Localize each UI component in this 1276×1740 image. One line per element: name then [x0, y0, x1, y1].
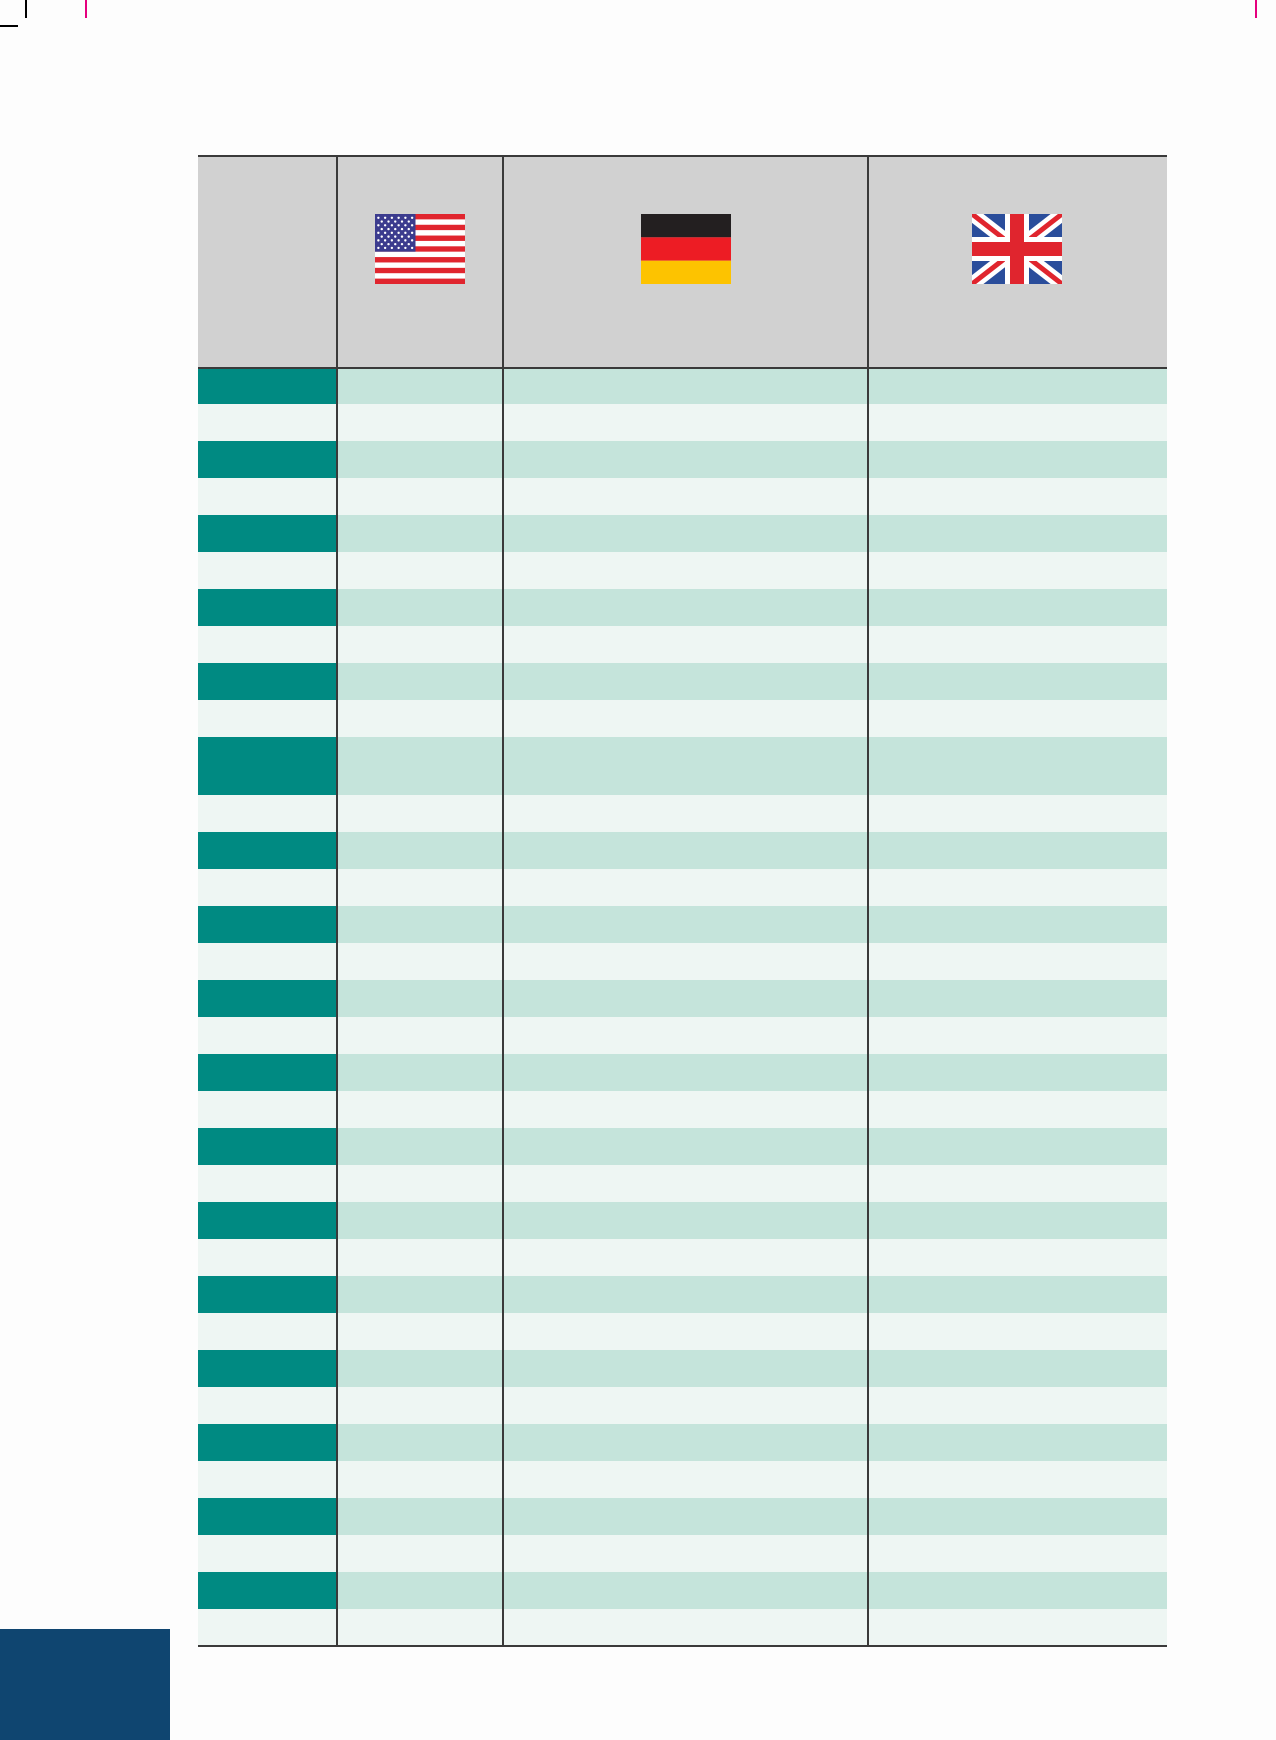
table-row — [337, 795, 1167, 832]
table-row — [337, 1424, 1167, 1461]
row-label-cell — [198, 515, 337, 552]
row-label-cell — [198, 1498, 337, 1535]
row-label-cell — [198, 1572, 337, 1609]
column-divider — [867, 155, 869, 1646]
row-label-cell — [198, 832, 337, 869]
row-label-cell — [198, 367, 337, 404]
row-label-cell — [198, 1276, 337, 1313]
table-row — [337, 1313, 1167, 1350]
table-row — [337, 589, 1167, 626]
row-label-cell — [198, 1350, 337, 1387]
row-label-cell — [198, 1609, 337, 1646]
row-label-cell — [198, 1535, 337, 1572]
crop-mark — [85, 0, 87, 18]
row-label-cell — [198, 1054, 337, 1091]
row-label-cell — [198, 1387, 337, 1424]
crop-mark — [25, 0, 27, 18]
table-row — [337, 1498, 1167, 1535]
column-divider — [502, 155, 504, 1646]
table-bottom-border — [198, 1645, 1167, 1647]
table-row — [337, 1350, 1167, 1387]
de-flag-icon — [640, 214, 731, 284]
row-label-cell — [198, 663, 337, 700]
row-label-cell — [198, 1461, 337, 1498]
table-row — [337, 869, 1167, 906]
page-tab — [0, 1629, 170, 1740]
row-label-cell — [198, 1091, 337, 1128]
table-row — [337, 1572, 1167, 1609]
table-row — [337, 367, 1167, 404]
table-row — [337, 404, 1167, 441]
table-row — [337, 1165, 1167, 1202]
row-label-cell — [198, 478, 337, 515]
table-row — [337, 980, 1167, 1017]
row-label-cell — [198, 1239, 337, 1276]
table-row — [337, 1091, 1167, 1128]
row-label-cell — [198, 626, 337, 663]
table-row — [337, 626, 1167, 663]
table-row — [337, 1387, 1167, 1424]
row-label-cell — [198, 589, 337, 626]
row-label-cell — [198, 906, 337, 943]
column-divider — [336, 155, 338, 1646]
crop-mark — [1255, 0, 1257, 18]
row-label-cell — [198, 1128, 337, 1165]
table-row — [337, 737, 1167, 795]
row-label-cell — [198, 1202, 337, 1239]
row-label-cell — [198, 1313, 337, 1350]
table-row — [337, 1239, 1167, 1276]
us-flag-icon — [375, 214, 465, 284]
gb-flag-icon — [971, 214, 1062, 284]
table-row — [337, 1017, 1167, 1054]
table-row — [337, 515, 1167, 552]
comparison-table — [198, 155, 1167, 1647]
table-row — [337, 1535, 1167, 1572]
row-label-cell — [198, 737, 337, 795]
table-row — [337, 1054, 1167, 1091]
table-row — [337, 906, 1167, 943]
table-row — [337, 1202, 1167, 1239]
table-row — [337, 1128, 1167, 1165]
table-row — [337, 441, 1167, 478]
table-row — [337, 1609, 1167, 1646]
row-label-cell — [198, 795, 337, 832]
row-label-cell — [198, 404, 337, 441]
table-top-border — [198, 155, 1167, 157]
table-row — [337, 1276, 1167, 1313]
table-row — [337, 943, 1167, 980]
row-label-cell — [198, 441, 337, 478]
table-row — [337, 700, 1167, 737]
row-label-cell — [198, 980, 337, 1017]
table-row — [337, 1461, 1167, 1498]
table-row — [337, 478, 1167, 515]
header-bottom-border — [198, 367, 1167, 369]
row-label-cell — [198, 1165, 337, 1202]
row-label-cell — [198, 869, 337, 906]
row-label-cell — [198, 1017, 337, 1054]
table-row — [337, 552, 1167, 589]
row-label-cell — [198, 1424, 337, 1461]
table-row — [337, 832, 1167, 869]
table-row — [337, 663, 1167, 700]
crop-mark — [0, 25, 18, 27]
row-label-cell — [198, 552, 337, 589]
row-label-cell — [198, 943, 337, 980]
row-label-cell — [198, 700, 337, 737]
